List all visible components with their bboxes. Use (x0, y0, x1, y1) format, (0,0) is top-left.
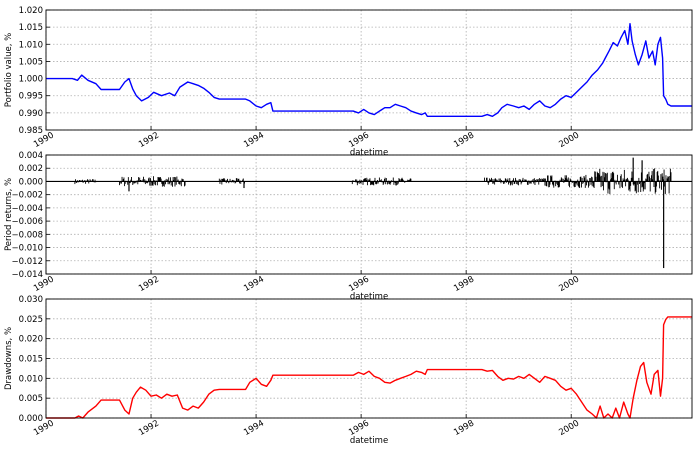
y-tick-label: 1.015 (19, 23, 43, 33)
y-tick-label: −0.012 (12, 257, 43, 267)
y-tick-label: −0.004 (12, 204, 43, 214)
x-axis-label: datetime (350, 436, 388, 446)
y-tick-label: 0.020 (19, 335, 43, 345)
y-tick-label: 0.995 (19, 92, 43, 102)
x-axis-label: datetime (350, 292, 388, 302)
x-tick-label: 1994 (242, 131, 266, 150)
x-tick-label: 2000 (557, 131, 581, 150)
y-tick-label: 0.002 (19, 164, 43, 174)
y-tick-label: −0.002 (12, 191, 43, 201)
y-tick-label: −0.006 (12, 217, 43, 227)
y-tick-label: 1.005 (19, 57, 43, 67)
x-axis-label: datetime (350, 148, 388, 158)
y-tick-label: 0.000 (19, 414, 43, 424)
series-line (46, 316, 692, 419)
y-axis-label: Drawdowns, % (4, 327, 14, 390)
x-tick-label: 1998 (452, 131, 476, 150)
x-tick-label: 1998 (452, 419, 476, 438)
y-tick-label: 1.010 (19, 40, 43, 50)
x-tick-label: 1992 (137, 275, 161, 294)
y-tick-label: −0.008 (12, 230, 43, 240)
x-tick-label: 1992 (137, 131, 161, 150)
y-axis-label: Portfolio value, % (4, 33, 14, 107)
axes-frame (45, 298, 693, 419)
y-tick-label: 0.985 (19, 126, 43, 136)
y-tick-label: 0.004 (19, 151, 43, 161)
y-tick-label: 0.025 (19, 315, 43, 325)
x-tick-label: 2000 (557, 419, 581, 438)
panel-1: 0.985 0.990 0.995 1.000 1.005 1.010 1.015 1.020… (4, 6, 693, 158)
panel-2: −0.014 −0.012 −0.010 −0.008 −0.006 −0.004 −0.0… (4, 151, 693, 302)
x-tick-label: 1994 (242, 419, 266, 438)
x-tick-label: 2000 (557, 275, 581, 294)
y-axis-label: Period returns, % (4, 178, 14, 251)
axes-frame (45, 154, 693, 275)
y-tick-label: −0.010 (12, 244, 43, 254)
x-tick-label: 1992 (137, 419, 161, 438)
y-tick-label: 0.005 (19, 394, 43, 404)
y-tick-label: 0.015 (19, 355, 43, 365)
y-tick-label: 1.020 (19, 6, 43, 16)
y-tick-label: −0.014 (12, 270, 43, 280)
x-tick-label: 1994 (242, 275, 266, 294)
y-tick-label: 1.000 (19, 75, 43, 85)
x-tick-label: 1998 (452, 275, 476, 294)
y-tick-label: 0.030 (19, 295, 43, 305)
y-tick-label: 0.000 (19, 177, 43, 187)
axes-frame (45, 9, 693, 131)
y-tick-label: 0.990 (19, 109, 43, 119)
series-line (46, 23, 692, 117)
y-tick-label: 0.010 (19, 374, 43, 384)
